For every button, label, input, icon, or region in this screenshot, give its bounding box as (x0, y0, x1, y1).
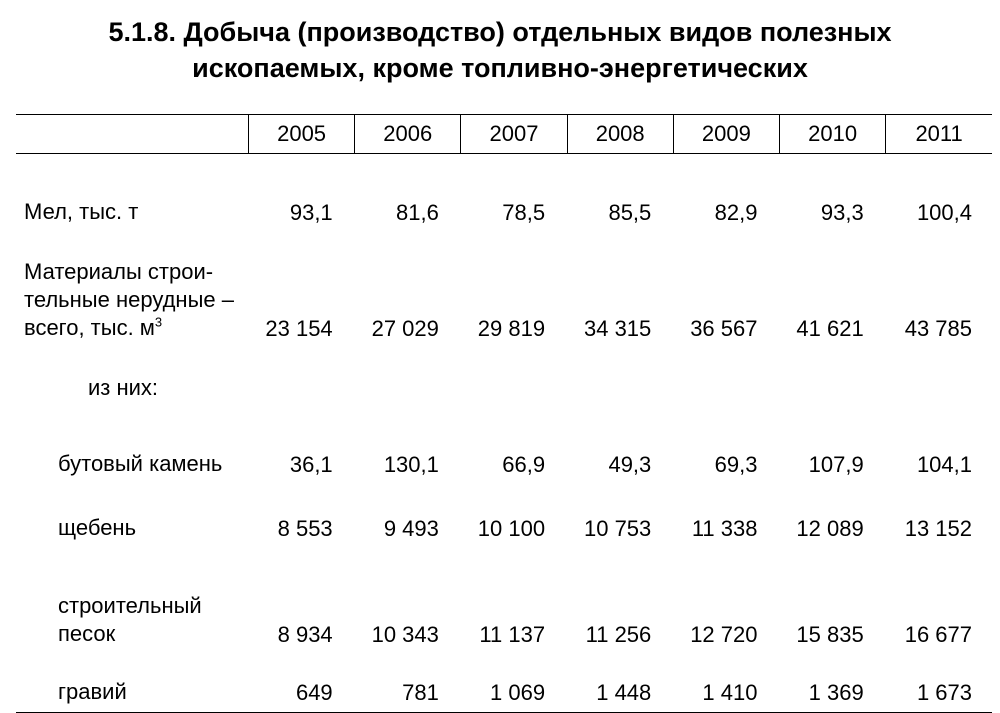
row-label-line: песок (58, 621, 116, 646)
table-cell (248, 344, 354, 408)
table-row-mel: Мел, тыс. т 93,1 81,6 78,5 85,5 82,9 93,… (16, 154, 992, 231)
page-title: 5.1.8. Добыча (производство) отдельных в… (0, 14, 1000, 86)
row-label: Мел, тыс. т (24, 199, 139, 224)
row-label-line: всего, тыс. м (24, 315, 155, 340)
table-cell: 100,4 (916, 200, 972, 225)
table-cell: 107,9 (808, 452, 864, 477)
table-cell: 15 835 (796, 622, 864, 647)
table-cell: 13 152 (904, 516, 972, 541)
table-cell: 12 089 (796, 516, 864, 541)
table-cell (886, 344, 992, 408)
year-header: 2011 (885, 114, 992, 154)
table-cell: 11 338 (691, 516, 758, 541)
table-cell: 27 029 (371, 316, 439, 341)
title-line-2: ископаемых, кроме топливно-энергетически… (192, 53, 808, 83)
table-cell (673, 344, 779, 408)
table-cell: 85,5 (608, 200, 652, 225)
table-cell (779, 344, 885, 408)
table-cell: 1 410 (673, 654, 780, 713)
table-cell: 1 673 (885, 654, 992, 713)
row-label: гравий (16, 654, 249, 713)
table-cell: 36,1 (289, 452, 333, 477)
table-cell: 12 720 (690, 622, 758, 647)
table-cell: 649 (248, 654, 355, 713)
table-cell: 11 256 (585, 622, 652, 647)
table-cell: 41 621 (796, 316, 864, 341)
year-header: 2007 (460, 114, 568, 154)
table-cell: 82,9 (714, 200, 758, 225)
table-cell: 78,5 (502, 200, 546, 225)
table-cell: 1 069 (460, 654, 568, 713)
row-label-line: тельные нерудные – (24, 287, 234, 312)
year-header: 2009 (672, 114, 780, 154)
header-row: 2005 2006 2007 2008 2009 2010 2011 (16, 114, 992, 154)
table-cell: 93,1 (289, 200, 333, 225)
table-cell: 8 934 (277, 622, 333, 647)
row-label: из них: (88, 375, 159, 400)
table-row-gravel: гравий 649 781 1 069 1 448 1 410 1 369 1… (16, 654, 992, 713)
data-table: 2005 2006 2007 2008 2009 2010 2011 Мел, … (16, 114, 992, 713)
table-cell (355, 344, 461, 408)
table-cell: 10 343 (371, 622, 439, 647)
table-cell: 36 567 (690, 316, 758, 341)
year-header: 2008 (566, 114, 674, 154)
table-cell: 11 137 (479, 622, 546, 647)
table-cell: 29 819 (477, 316, 546, 341)
table-cell: 93,3 (820, 200, 864, 225)
year-header: 2006 (354, 114, 461, 154)
row-label: бутовый камень (58, 451, 223, 476)
table-cell (567, 344, 673, 408)
table-cell: 8 553 (277, 516, 333, 541)
header-corner-cell (16, 114, 249, 154)
table-cell: 104,1 (916, 452, 972, 477)
table-cell (461, 344, 567, 408)
unit-superscript: 3 (154, 314, 163, 330)
row-label-line: Материалы строи- (24, 259, 214, 284)
table-cell: 10 100 (477, 516, 546, 541)
table-cell: 49,3 (608, 452, 652, 477)
table-row-subheading: из них: (16, 344, 992, 408)
table-cell: 34 315 (583, 316, 652, 341)
table-row-construction-sand: строительный песок 8 934 10 343 11 137 1… (16, 552, 992, 654)
table-cell: 81,6 (396, 200, 439, 225)
table-cell: 1 448 (567, 654, 674, 713)
table-row-crushed-stone: щебень 8 553 9 493 10 100 10 753 11 338 … (16, 486, 992, 552)
table-cell: 130,1 (383, 452, 439, 477)
title-line-1: 5.1.8. Добыча (производство) отдельных в… (108, 17, 892, 47)
table-cell: 10 753 (583, 516, 652, 541)
table-cell: 23 154 (265, 316, 333, 341)
table-cell: 43 785 (904, 316, 972, 341)
table-cell: 9 493 (383, 516, 439, 541)
row-label: Материалы строи- тельные нерудные – всег… (16, 230, 248, 344)
table-cell: 69,3 (714, 452, 758, 477)
year-header: 2010 (778, 114, 886, 154)
table-cell: 1 369 (779, 654, 886, 713)
table-row-rubble-stone: бутовый камень 36,1 130,1 66,9 49,3 69,3… (16, 408, 992, 486)
row-label: строительный песок (16, 552, 248, 654)
row-label: щебень (58, 515, 137, 540)
table-row-materials: Материалы строи- тельные нерудные – всег… (16, 230, 992, 344)
table-cell: 66,9 (502, 452, 546, 477)
table-cell: 16 677 (904, 622, 972, 647)
table-cell: 781 (354, 654, 461, 713)
year-header: 2005 (247, 114, 355, 154)
row-label-line: строительный (58, 593, 202, 618)
